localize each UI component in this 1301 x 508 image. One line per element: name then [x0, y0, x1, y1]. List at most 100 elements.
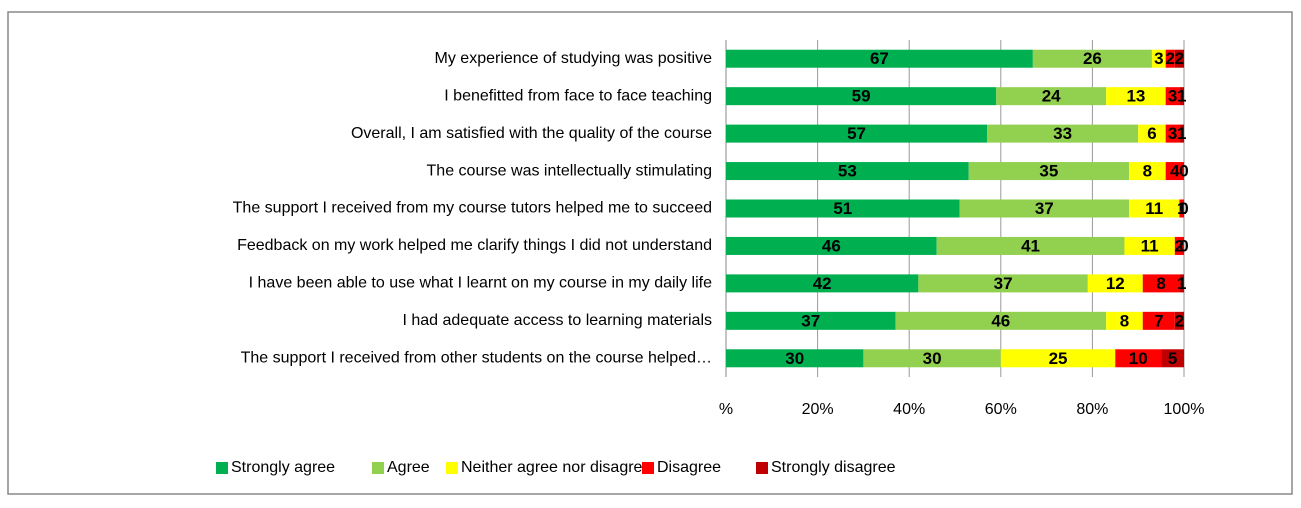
data-label: 0 [1179, 199, 1188, 218]
bar-segment [1087, 274, 1143, 293]
legend-swatch [216, 462, 228, 474]
legend-label: Strongly disagree [771, 459, 896, 476]
data-label: 46 [991, 311, 1010, 330]
data-label: 11 [1141, 236, 1159, 255]
bar-segment [1138, 124, 1166, 143]
data-label: 11 [1145, 199, 1163, 218]
bar-segment [726, 49, 1033, 68]
bar-segment [1124, 236, 1175, 255]
bar-segment [1115, 349, 1162, 368]
bar-segment [895, 311, 1107, 330]
legend-swatch [642, 462, 654, 474]
data-label: 51 [833, 199, 852, 218]
data-label: 33 [1053, 124, 1072, 143]
y-tick-label: Feedback on my work helped me clarify th… [237, 237, 712, 254]
x-tick-label: 20% [802, 401, 834, 418]
bar-segment [1106, 87, 1166, 106]
data-label: 8 [1143, 162, 1152, 181]
data-label: 37 [801, 311, 820, 330]
data-label: 2 [1175, 49, 1184, 68]
data-label: 3 [1168, 87, 1177, 106]
data-label: 2 [1175, 311, 1184, 330]
bar-segment [726, 236, 937, 255]
bar-segment [1106, 311, 1143, 330]
data-label: 42 [813, 274, 832, 293]
y-tick-label: I benefitted from face to face teaching [444, 87, 712, 104]
bar-segment [1179, 199, 1184, 218]
data-label: 57 [847, 124, 866, 143]
bar-segment [936, 236, 1125, 255]
bar-segment [1142, 311, 1175, 330]
data-label: 53 [838, 162, 857, 181]
bar-segment [1179, 274, 1184, 293]
bar-segment [1161, 349, 1184, 368]
bar-segment [726, 87, 997, 106]
data-label: 7 [1154, 311, 1163, 330]
y-tick-label: I had adequate access to learning materi… [402, 312, 712, 329]
data-label: 1 [1177, 199, 1186, 218]
data-label: 25 [1049, 349, 1068, 368]
data-label: 0 [1179, 162, 1188, 181]
bar-segment [726, 274, 919, 293]
legend-swatch [372, 462, 384, 474]
data-label: 59 [852, 87, 871, 106]
x-tick-label: % [719, 401, 733, 418]
data-label: 3 [1168, 124, 1177, 143]
y-tick-label: My experience of studying was positive [435, 50, 713, 67]
data-label: 35 [1039, 162, 1058, 181]
x-tick-label: 40% [893, 401, 925, 418]
y-tick-label: The support I received from other studen… [241, 349, 712, 366]
x-tick-label: 60% [985, 401, 1017, 418]
bar-segment [1129, 162, 1166, 181]
data-label: 1 [1177, 87, 1186, 106]
legend-label: Strongly agree [231, 459, 335, 476]
bar-segment [1174, 236, 1184, 255]
data-label: 2 [1166, 49, 1175, 68]
y-tick-label: I have been able to use what I learnt on… [249, 275, 712, 292]
legend-label: Agree [387, 459, 430, 476]
data-label: 8 [1120, 311, 1129, 330]
bar-segment [918, 274, 1088, 293]
data-label: 46 [822, 236, 841, 255]
data-label: 30 [923, 349, 942, 368]
bar-segment [1174, 49, 1184, 68]
data-label: 37 [1035, 199, 1054, 218]
y-tick-label: The support I received from my course tu… [233, 200, 712, 217]
bar-segment [726, 199, 960, 218]
bar-segment [863, 349, 1001, 368]
data-label: 26 [1083, 49, 1102, 68]
data-label: 0 [1179, 236, 1188, 255]
data-label: 37 [994, 274, 1013, 293]
data-label: 3 [1154, 49, 1163, 68]
legend-swatch [756, 462, 768, 474]
bar-segment [726, 349, 864, 368]
data-label: 67 [870, 49, 889, 68]
legend-label: Disagree [657, 459, 721, 476]
bar-segment [1142, 274, 1180, 293]
legend-label: Neither agree nor disagree [461, 459, 651, 476]
bar-segment [1165, 49, 1175, 68]
data-label: 1 [1177, 124, 1186, 143]
data-label: 5 [1168, 349, 1177, 368]
bar-segment [1129, 199, 1180, 218]
bar-segment [996, 87, 1107, 106]
bar-segment [1032, 49, 1152, 68]
data-label: 41 [1021, 236, 1040, 255]
data-label: 4 [1170, 162, 1180, 181]
bar-segment [1000, 349, 1116, 368]
data-label: 12 [1106, 274, 1125, 293]
y-tick-label: Overall, I am satisfied with the quality… [351, 125, 712, 142]
data-label: 30 [785, 349, 804, 368]
x-tick-label: 80% [1076, 401, 1108, 418]
bar-segment [987, 124, 1139, 143]
bar-segment [1179, 124, 1184, 143]
bar-segment [1165, 87, 1180, 106]
data-label: 6 [1147, 124, 1156, 143]
data-label: 24 [1042, 87, 1061, 106]
data-label: 1 [1177, 274, 1186, 293]
bar-segment [1151, 49, 1166, 68]
y-tick-label: The course was intellectually stimulatin… [427, 162, 712, 179]
bar-segment [968, 162, 1130, 181]
bar-segment [1174, 311, 1184, 330]
